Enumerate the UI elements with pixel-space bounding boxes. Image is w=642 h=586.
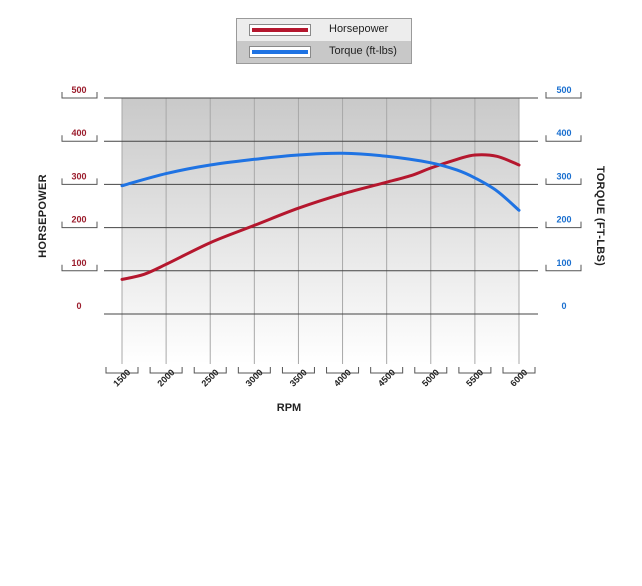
x-tick-bracket-8 <box>458 367 492 374</box>
series-line-torque <box>120 151 521 212</box>
legend-swatch-horsepower <box>249 24 311 36</box>
right-tick-bracket-2 <box>545 221 582 229</box>
right-tick-bracket-3 <box>545 178 582 185</box>
x-tick-label-2: 2500 <box>199 367 220 388</box>
legend-item-torque: Torque (ft-lbs) <box>237 41 411 63</box>
right-tick-label-3: 300 <box>556 171 571 181</box>
x-tick-bracket-9 <box>502 367 536 374</box>
plot-background <box>122 98 519 364</box>
x-tick-bracket-5 <box>326 367 360 374</box>
left-tick-label-0: 0 <box>76 301 81 311</box>
left-tick-bracket-5 <box>61 92 98 99</box>
x-tick-bracket-1 <box>149 367 183 374</box>
x-tick-label-0: 1500 <box>111 367 132 388</box>
right-tick-bracket-4 <box>545 135 582 142</box>
x-tick-bracket-0 <box>105 367 139 374</box>
x-tick-bracket-2 <box>193 367 227 374</box>
right-tick-bracket-1 <box>545 264 582 272</box>
x-tick-label-5: 4000 <box>332 367 353 388</box>
x-tick-label-6: 4500 <box>376 367 397 388</box>
series-line-horsepower <box>120 153 521 281</box>
right-tick-label-1: 100 <box>556 258 571 268</box>
x-tick-bracket-4 <box>281 367 315 374</box>
x-tick-label-4: 3500 <box>288 367 309 388</box>
left-tick-bracket-1 <box>61 264 98 272</box>
y-axis-right-title: TORQUE (FT-LBS) <box>594 165 606 267</box>
left-tick-bracket-4 <box>61 135 98 142</box>
right-tick-label-0: 0 <box>561 301 566 311</box>
x-tick-bracket-3 <box>237 367 271 374</box>
x-tick-bracket-6 <box>370 367 404 374</box>
left-tick-bracket-3 <box>61 178 98 185</box>
left-tick-label-1: 100 <box>71 258 86 268</box>
x-tick-label-7: 5000 <box>420 367 441 388</box>
left-tick-label-3: 300 <box>71 171 86 181</box>
x-tick-label-9: 6000 <box>508 367 529 388</box>
right-tick-label-2: 200 <box>556 215 571 225</box>
left-tick-label-2: 200 <box>71 215 86 225</box>
x-tick-label-3: 3000 <box>244 367 265 388</box>
legend: Horsepower Torque (ft-lbs) <box>236 18 412 64</box>
x-tick-label-1: 2000 <box>155 367 176 388</box>
x-tick-bracket-7 <box>414 367 448 374</box>
right-tick-label-5: 500 <box>556 85 571 95</box>
left-tick-label-4: 400 <box>71 128 86 138</box>
right-tick-label-4: 400 <box>556 128 571 138</box>
y-axis-left-title: HORSEPOWER <box>37 174 49 258</box>
legend-item-horsepower: Horsepower <box>237 19 411 41</box>
left-tick-label-5: 500 <box>71 85 86 95</box>
legend-label-horsepower: Horsepower <box>329 23 389 35</box>
right-tick-bracket-5 <box>545 92 582 99</box>
legend-swatch-torque <box>249 46 311 58</box>
x-tick-label-8: 5500 <box>464 367 485 388</box>
left-tick-bracket-2 <box>61 221 98 229</box>
legend-label-torque: Torque (ft-lbs) <box>329 45 397 57</box>
